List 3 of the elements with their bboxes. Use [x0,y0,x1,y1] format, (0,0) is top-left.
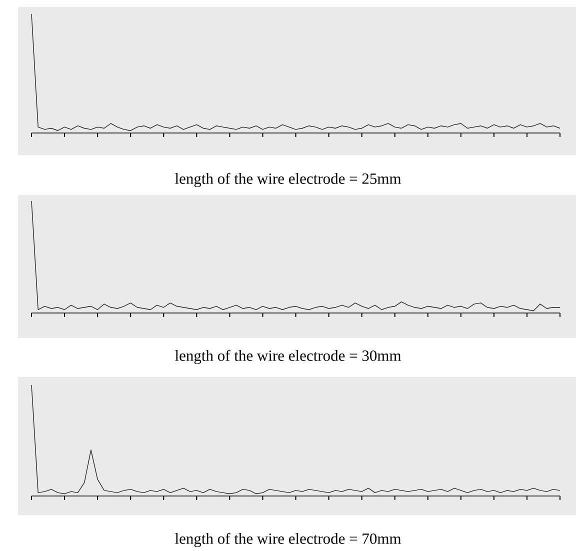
text: length of the wire electrode = 25mm [175,172,402,188]
text: length of the wire electrode = 70mm [175,532,402,548]
text: length of the wire electrode = 30mm [175,350,402,364]
